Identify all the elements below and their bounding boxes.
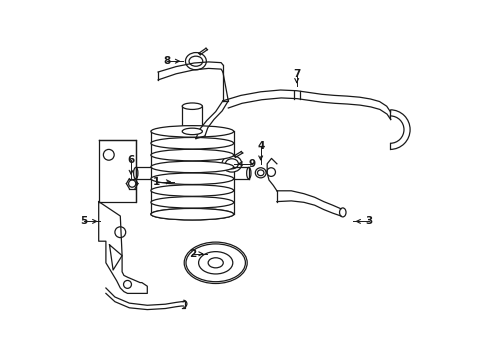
Ellipse shape bbox=[151, 208, 233, 220]
Ellipse shape bbox=[151, 149, 233, 161]
Ellipse shape bbox=[189, 56, 203, 66]
Text: 1: 1 bbox=[152, 177, 160, 187]
Ellipse shape bbox=[182, 103, 202, 109]
Ellipse shape bbox=[151, 197, 233, 208]
Circle shape bbox=[115, 227, 125, 238]
Text: 2: 2 bbox=[188, 249, 196, 259]
Circle shape bbox=[266, 168, 275, 176]
Ellipse shape bbox=[151, 173, 233, 184]
Ellipse shape bbox=[133, 167, 138, 179]
Ellipse shape bbox=[184, 242, 247, 284]
Ellipse shape bbox=[339, 208, 346, 217]
Text: 3: 3 bbox=[365, 216, 371, 226]
Ellipse shape bbox=[185, 53, 206, 70]
Ellipse shape bbox=[151, 126, 233, 137]
Ellipse shape bbox=[151, 161, 233, 173]
Circle shape bbox=[123, 280, 131, 288]
Ellipse shape bbox=[198, 252, 232, 274]
Ellipse shape bbox=[208, 258, 223, 268]
Ellipse shape bbox=[182, 128, 202, 135]
Ellipse shape bbox=[246, 167, 250, 179]
Ellipse shape bbox=[222, 156, 241, 172]
Text: 4: 4 bbox=[257, 141, 264, 151]
Circle shape bbox=[128, 180, 136, 187]
Text: 5: 5 bbox=[81, 216, 88, 226]
Text: 9: 9 bbox=[247, 159, 255, 169]
Ellipse shape bbox=[185, 244, 245, 282]
Text: 6: 6 bbox=[127, 155, 135, 165]
Ellipse shape bbox=[151, 138, 233, 149]
Ellipse shape bbox=[225, 159, 238, 169]
Text: 7: 7 bbox=[292, 69, 300, 79]
Text: 8: 8 bbox=[163, 56, 170, 66]
Ellipse shape bbox=[151, 185, 233, 196]
Circle shape bbox=[103, 149, 114, 160]
Ellipse shape bbox=[255, 168, 265, 178]
Ellipse shape bbox=[257, 170, 264, 176]
Ellipse shape bbox=[151, 208, 233, 220]
